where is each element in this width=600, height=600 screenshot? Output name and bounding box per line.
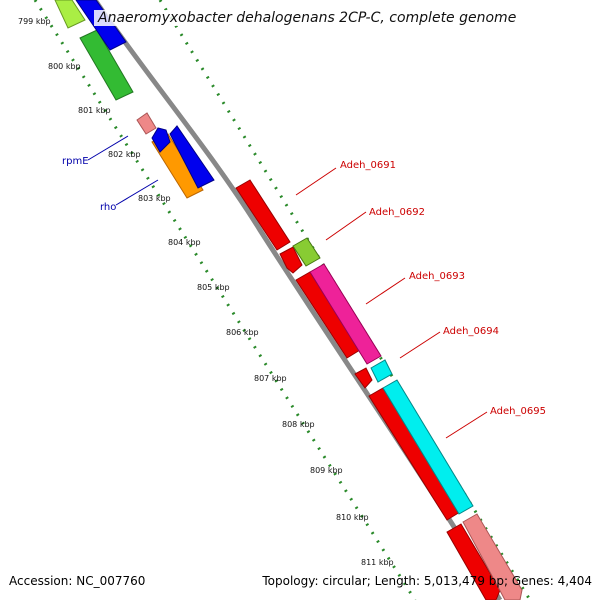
gene-blue-rpme[interactable]: [151, 127, 171, 153]
tick-label: 808 kbp: [282, 420, 315, 429]
gene-track-outer: [292, 237, 523, 600]
gene-track-left: [54, 0, 204, 199]
gene-adeh-0695-red[interactable]: [368, 387, 461, 521]
map-title: Anaeromyxobacter dehalogenans 2CP-C, com…: [94, 10, 521, 26]
tick-label: 805 kbp: [197, 283, 230, 292]
tick-label: 802 kbp: [108, 150, 141, 159]
gene-adeh-0692-green[interactable]: [292, 237, 321, 267]
gene-pink-bottom[interactable]: [462, 513, 523, 600]
gene-labels: rpmE rho Adeh_0691 Adeh_0692 Adeh_0693 A…: [62, 156, 546, 417]
gene-track-red: [235, 179, 501, 600]
gene-adeh-0693-magenta[interactable]: [309, 263, 382, 365]
gene-lime[interactable]: [54, 0, 86, 29]
gene-label-adeh-0692[interactable]: Adeh_0692: [369, 207, 425, 218]
tick-label: 799 kbp: [18, 17, 51, 26]
gene-track-right: [75, 0, 215, 189]
tick-label: 811 kbp: [361, 558, 394, 567]
tick-label: 801 kbp: [78, 106, 111, 115]
accession-text: Accession: NC_007760: [9, 574, 146, 588]
gene-adeh-0694-red[interactable]: [354, 367, 373, 389]
inner-tick-track: [33, 0, 417, 600]
tick-label: 800 kbp: [48, 62, 81, 71]
gene-label-rpme[interactable]: rpmE: [62, 156, 89, 167]
tick-labels: 799 kbp 800 kbp 801 kbp 802 kbp 803 kbp …: [18, 17, 394, 567]
gene-label-adeh-0695[interactable]: Adeh_0695: [490, 406, 546, 417]
tick-label: 803 kbp: [138, 194, 171, 203]
gene-label-adeh-0694[interactable]: Adeh_0694: [443, 326, 499, 337]
tick-label: 809 kbp: [310, 466, 343, 475]
gene-adeh-0691[interactable]: [235, 179, 291, 251]
gene-pink-small[interactable]: [136, 112, 157, 135]
gene-adeh-0692-red[interactable]: [279, 246, 303, 274]
gene-label-rho[interactable]: rho: [100, 202, 116, 213]
gene-adeh-0694-cyan[interactable]: [370, 359, 393, 383]
gene-red-bottom[interactable]: [446, 523, 501, 600]
tick-label: 806 kbp: [226, 328, 259, 337]
gene-label-adeh-0693[interactable]: Adeh_0693: [409, 271, 465, 282]
leader-lines: [87, 135, 488, 439]
gene-blue-rho[interactable]: [169, 125, 215, 189]
tick-label: 804 kbp: [168, 238, 201, 247]
gene-adeh-0695-cyan[interactable]: [382, 379, 474, 515]
gene-label-adeh-0691[interactable]: Adeh_0691: [340, 160, 396, 171]
genome-backbone: [92, 0, 503, 600]
genome-summary-text: Topology: circular; Length: 5,013,479 bp…: [262, 574, 592, 588]
gene-green[interactable]: [79, 29, 134, 101]
tick-label: 810 kbp: [336, 513, 369, 522]
tick-label: 807 kbp: [254, 374, 287, 383]
